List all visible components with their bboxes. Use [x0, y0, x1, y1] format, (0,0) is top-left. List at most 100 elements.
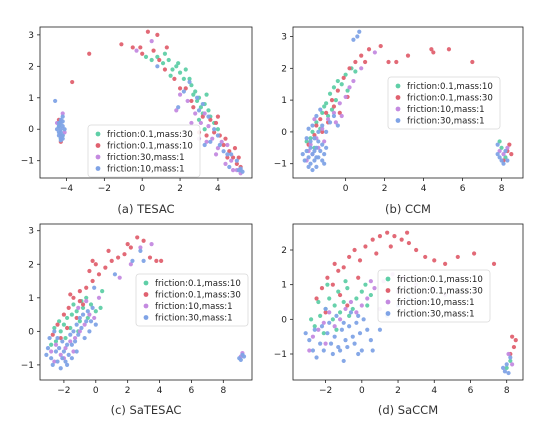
data-point [350, 306, 355, 312]
plot-frame [292, 223, 524, 381]
data-point [505, 145, 510, 150]
data-point [88, 319, 94, 324]
data-point [79, 325, 84, 331]
data-point [333, 98, 338, 103]
data-point [331, 110, 337, 115]
data-point [74, 349, 79, 354]
data-point [68, 339, 73, 344]
data-point [363, 59, 368, 65]
x-tick-label: 2 [395, 386, 401, 396]
data-point [193, 111, 198, 116]
data-point [499, 145, 504, 150]
data-point [357, 258, 363, 263]
data-point [327, 91, 333, 96]
data-point [357, 29, 362, 34]
data-point [304, 136, 309, 141]
data-point [138, 248, 143, 253]
data-point [331, 113, 337, 119]
data-point [60, 133, 65, 138]
data-point [212, 127, 217, 132]
data-point [225, 142, 230, 148]
data-point [128, 262, 133, 267]
data-point [204, 139, 209, 144]
data-point [236, 155, 241, 160]
data-point [196, 117, 202, 122]
data-point [348, 299, 354, 305]
data-point [230, 155, 236, 160]
data-point [359, 53, 364, 58]
data-point [513, 338, 518, 343]
data-point [128, 245, 133, 250]
data-point [181, 76, 186, 82]
data-point [356, 275, 361, 280]
legend-box [377, 269, 491, 323]
data-point [365, 296, 370, 301]
data-point [363, 282, 368, 287]
data-point [339, 82, 344, 87]
data-point [55, 322, 60, 327]
data-point [312, 117, 317, 122]
data-point [324, 129, 329, 135]
data-point [355, 34, 360, 39]
data-point [306, 164, 311, 169]
data-point [316, 327, 321, 332]
data-point [316, 129, 321, 135]
legend-label: friction:30,mass:1 [107, 153, 185, 163]
data-point [327, 120, 333, 125]
data-point [100, 288, 105, 294]
series-4 [300, 29, 510, 173]
data-point [130, 45, 135, 50]
data-point [368, 279, 373, 284]
data-point [166, 57, 171, 63]
data-point [503, 148, 508, 154]
data-point [372, 286, 377, 291]
y-tick-label: 1 [28, 94, 34, 104]
data-point [60, 356, 65, 361]
x-tick-label: −2 [98, 184, 111, 194]
data-point [183, 67, 188, 72]
data-point [359, 303, 364, 308]
data-point [217, 142, 222, 148]
x-tick-label: 4 [215, 184, 221, 194]
legend-marker [395, 118, 401, 123]
data-point [195, 98, 200, 104]
data-point [221, 142, 226, 148]
data-point [414, 247, 419, 253]
data-point [365, 303, 370, 308]
data-point [325, 331, 330, 336]
legend-marker [395, 83, 401, 89]
data-point [52, 325, 57, 331]
data-point [322, 152, 327, 157]
data-point [84, 285, 89, 290]
data-point [202, 142, 207, 148]
data-point [318, 341, 323, 346]
data-point [77, 288, 82, 294]
data-point [64, 362, 70, 368]
data-point [234, 158, 239, 163]
data-point [321, 348, 326, 353]
data-point [212, 130, 217, 135]
y-tick-label: 0 [281, 315, 287, 325]
data-point [363, 244, 368, 249]
legend: friction:0.1,mass:10 friction:0.1,mass:30… [377, 269, 491, 323]
y-tick-label: 1 [281, 96, 287, 106]
x-tick-label: 0 [139, 184, 145, 194]
data-point [44, 352, 49, 357]
x-tick-label: 8 [499, 184, 505, 194]
data-point [240, 169, 245, 174]
data-point [325, 282, 330, 287]
y-tick-label: 2 [281, 246, 287, 256]
data-point [227, 149, 232, 154]
data-point [96, 272, 102, 277]
data-point [61, 349, 67, 354]
legend-marker [385, 288, 391, 293]
series-1 [49, 288, 105, 347]
data-point [334, 313, 339, 318]
legend-marker [385, 311, 391, 316]
data-point [361, 317, 366, 322]
data-point [502, 369, 507, 374]
data-point [470, 59, 475, 65]
data-point [405, 53, 411, 58]
x-tick-label: 8 [504, 386, 510, 396]
data-point [320, 142, 325, 147]
